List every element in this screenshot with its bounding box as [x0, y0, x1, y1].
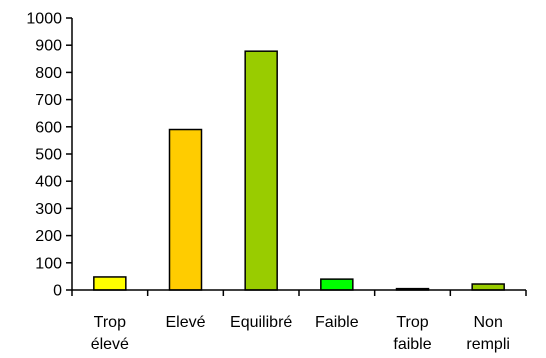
y-tick-label: 0	[53, 283, 62, 300]
bar	[93, 276, 127, 291]
axes	[71, 18, 526, 291]
y-tick-label: 700	[35, 92, 62, 109]
y-tick-label: 400	[35, 174, 62, 191]
y-tick-label: 1000	[26, 11, 62, 28]
bar	[320, 278, 354, 291]
x-axis-ticks: Trop élevé Elevé Equilibré Faible Trop faible N…	[71, 290, 527, 353]
bar	[244, 50, 278, 291]
y-tick-label: 500	[35, 147, 62, 164]
y-tick-label: 100	[35, 255, 62, 272]
x-category-label: Trop faible	[393, 314, 431, 353]
x-category-label: Equilibré	[230, 314, 292, 331]
y-tick-label: 200	[35, 228, 62, 245]
bar	[471, 283, 505, 291]
y-tick-label: 300	[35, 201, 62, 218]
bars	[93, 50, 505, 291]
x-category-label: Faible	[315, 314, 359, 331]
y-tick-label: 800	[35, 65, 62, 82]
bar	[168, 128, 203, 291]
y-tick-label: 600	[35, 119, 62, 136]
y-axis-ticks: 0 100 200 300 400 500 600 700 800 900 1000	[26, 11, 72, 300]
x-category-label: Trop élevé	[91, 314, 129, 353]
x-category-label: Elevé	[165, 314, 205, 331]
y-tick-label: 900	[35, 38, 62, 55]
x-category-label: Non rempli	[466, 314, 510, 353]
